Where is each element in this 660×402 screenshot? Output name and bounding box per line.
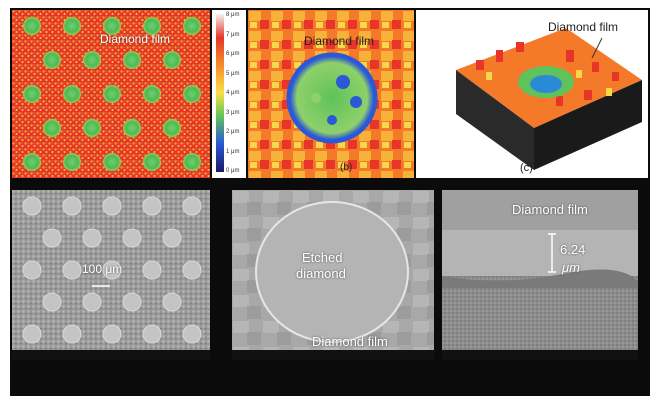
etched-dot <box>103 153 121 171</box>
etched-dot <box>183 85 201 103</box>
etched-dot <box>103 85 121 103</box>
panel-a-label: Diamond film <box>100 32 171 46</box>
panel-d-sem-info-bar <box>12 350 210 360</box>
colorbar-tick-label: 6 μm <box>226 51 240 57</box>
colorbar-tick-label: 3 μm <box>226 109 240 116</box>
panel-d-image <box>12 190 210 360</box>
etched-dot <box>82 292 102 312</box>
panel-a-height-map: Diamond film <box>12 10 210 178</box>
etched-dot <box>23 17 41 35</box>
etched-dot <box>42 292 62 312</box>
panel-f-thickness-unit: μm <box>562 260 580 275</box>
etched-dot <box>103 17 121 35</box>
etched-dot <box>142 260 162 280</box>
panel-c-label: Diamond film <box>548 20 619 34</box>
colorbar-gradient <box>216 14 224 172</box>
etched-dot <box>22 260 42 280</box>
etched-dot <box>182 324 202 344</box>
etched-dot <box>62 324 82 344</box>
panel-b-image <box>248 10 414 178</box>
etched-dot <box>123 119 141 137</box>
etched-dot <box>142 196 162 216</box>
colorbar-tick-label: 5 μm <box>226 70 240 77</box>
panel-e-sem-etched: Etched diamond Diamond film <box>232 190 434 360</box>
colorbar-tick-label: 7 μm <box>226 31 240 38</box>
etched-dot <box>62 260 82 280</box>
panel-b-height-map: Diamond film (b) <box>248 10 414 178</box>
colorbar: 8 μm 7 μm 6 μm 5 μm 4 μm 3 μm 2 μm 1 μm 0 μm <box>212 10 246 178</box>
etched-dot <box>143 85 161 103</box>
panel-e-etched-line1: Etched <box>302 250 343 265</box>
etched-dot <box>62 196 82 216</box>
panel-f-image <box>442 190 638 360</box>
etched-dot <box>22 324 42 344</box>
panel-f-thickness-value: 6.24 <box>560 242 586 257</box>
etched-dot <box>23 85 41 103</box>
etched-dot <box>63 85 81 103</box>
etched-dot <box>63 153 81 171</box>
etched-dot <box>42 228 62 248</box>
etched-dot <box>182 260 202 280</box>
colorbar-tick-label: 8 μm <box>226 12 240 18</box>
colorbar-tick-label: 0 μm <box>226 168 240 174</box>
etched-dot <box>82 228 102 248</box>
etched-dot <box>183 153 201 171</box>
etched-dot <box>163 119 181 137</box>
panel-c-letter: (c) <box>520 162 533 174</box>
etched-dot <box>163 51 181 69</box>
colorbar-tick-label: 4 μm <box>226 90 240 96</box>
etched-dot <box>43 51 61 69</box>
panel-f-sem-cross-section: Diamond film 6.24 μm <box>442 190 638 360</box>
panel-e-sem-info-bar <box>232 350 434 360</box>
etched-dot <box>162 228 182 248</box>
etched-dot <box>83 51 101 69</box>
etched-dot <box>102 324 122 344</box>
etched-dot <box>43 119 61 137</box>
panel-e-film-label: Diamond film <box>312 334 388 349</box>
panel-b-label: Diamond film <box>304 34 375 48</box>
etched-dot <box>162 292 182 312</box>
etched-dot <box>143 17 161 35</box>
panel-b-letter: (b) <box>340 162 353 173</box>
colorbar-tick-label: 1 μm <box>226 148 240 155</box>
panel-e-image <box>232 190 434 360</box>
etched-dot <box>143 153 161 171</box>
panel-e-etched-line2: diamond <box>296 266 346 281</box>
panel-a-image <box>12 10 210 178</box>
etched-dot <box>102 196 122 216</box>
panel-d-scale-label: 100 μm <box>82 262 123 276</box>
panel-c-3d-surface: Diamond film (c) <box>416 10 648 178</box>
etched-dot <box>122 292 142 312</box>
etched-dot <box>63 17 81 35</box>
etched-dot <box>122 228 142 248</box>
etched-dot <box>23 153 41 171</box>
etched-dot <box>142 324 162 344</box>
panel-f-sem-info-bar <box>442 350 638 360</box>
panel-d-sem-array: 100 μm <box>12 190 210 360</box>
etched-dot <box>83 119 101 137</box>
etched-dot <box>22 196 42 216</box>
figure-frame: Diamond film 8 μm 7 μm 6 μm 5 μm 4 μm 3 μm 2 μ… <box>10 8 650 396</box>
etched-dot <box>123 51 141 69</box>
etched-dot <box>102 260 122 280</box>
colorbar-tick-label: 2 μm <box>226 129 240 135</box>
etched-dot <box>182 196 202 216</box>
panel-f-film-label: Diamond film <box>512 202 588 217</box>
panel-c-image <box>456 28 642 170</box>
etched-dot <box>183 17 201 35</box>
